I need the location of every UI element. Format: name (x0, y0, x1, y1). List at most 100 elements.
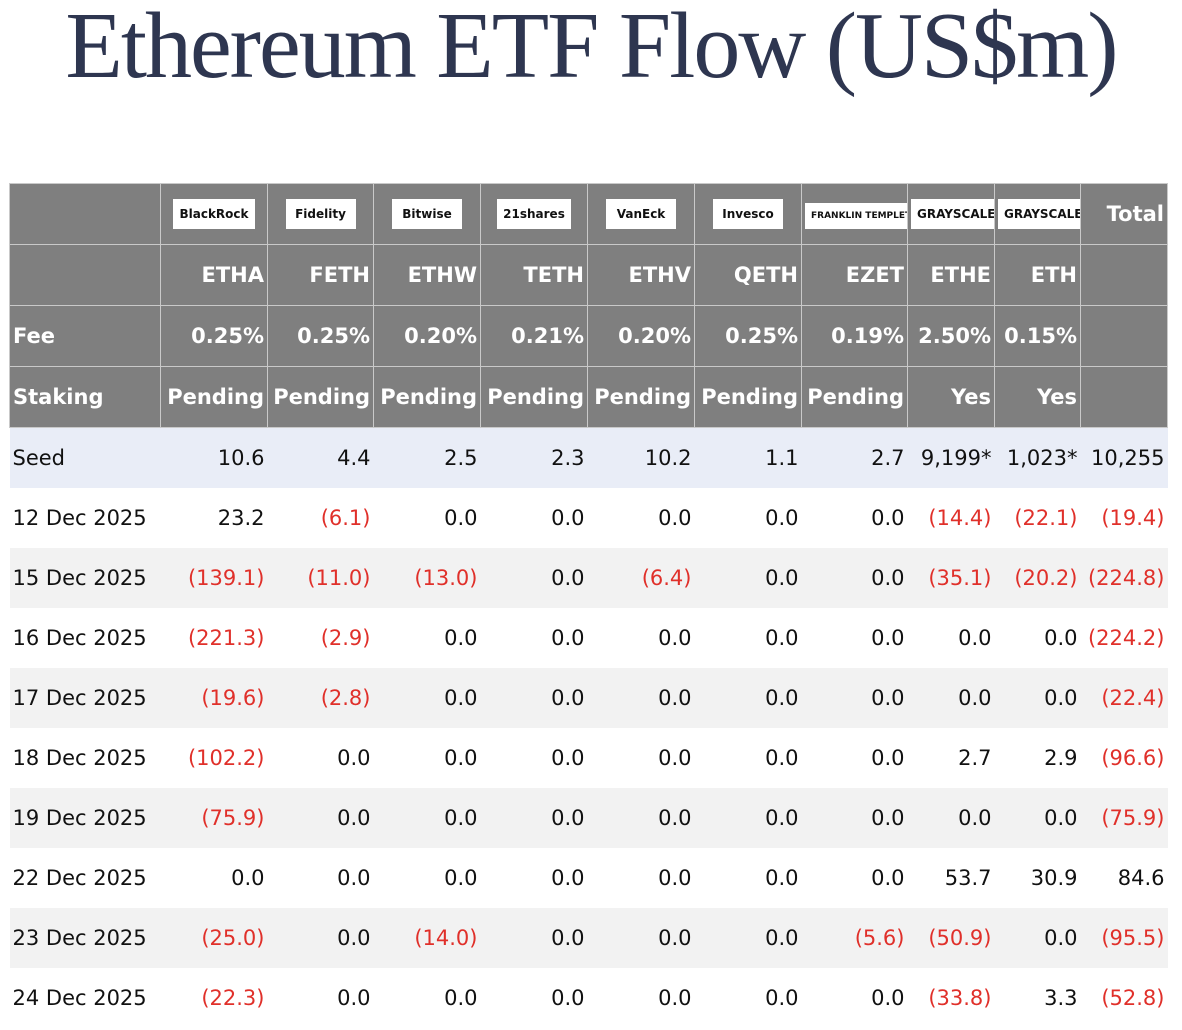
staking-row: Staking Pending Pending Pending Pending Pendi… (9, 366, 1168, 428)
fee-value: 0.20% (373, 305, 481, 367)
logo-cell: GRAYSCALE (994, 183, 1081, 245)
ticker: ETHA (160, 244, 268, 306)
row-label: 19 Dec 2025 (9, 788, 161, 848)
staking-value: Pending (267, 366, 374, 428)
flow-value: 2.3 (480, 427, 588, 488)
flow-value: (75.9) (160, 788, 268, 848)
flow-value: 0.0 (444, 986, 478, 1010)
issuer-logo: GRAYSCALE (998, 199, 1080, 229)
issuer-logo: Invesco (713, 199, 783, 229)
empty-cell (9, 183, 161, 245)
flow-value: 84.6 (1117, 866, 1165, 890)
flow-value: 2.5 (373, 427, 481, 488)
flow-value: (14.0) (373, 908, 481, 968)
flow-value: 0.0 (480, 668, 588, 728)
flow-value: 0.0 (587, 908, 695, 968)
row-label: 18 Dec 2025 (12, 746, 147, 770)
ticker-row: ETHA FETH ETHW TETH ETHV QETH EZET ETHE ETH (9, 244, 1168, 306)
flow-value: 2.9 (1044, 746, 1078, 770)
empty-cell (1080, 244, 1168, 306)
flow-value: (20.2) (994, 548, 1081, 608)
staking-value: Pending (801, 366, 908, 428)
flow-value: 0.0 (587, 788, 695, 848)
flow-value: (25.0) (160, 908, 268, 968)
flow-value: (96.6) (1101, 746, 1165, 770)
ticker: QETH (694, 244, 802, 306)
flow-value: 0.0 (658, 986, 692, 1010)
staking-value: Pending (160, 366, 268, 428)
row-label: Staking (9, 366, 161, 428)
row-label: Seed (9, 427, 161, 488)
flow-value: (6.1) (320, 506, 371, 530)
row-label: 24 Dec 2025 (12, 986, 147, 1010)
fee-value: 2.50% (907, 305, 995, 367)
staking-value: Pending (480, 366, 588, 428)
flow-value: (14.4) (928, 506, 992, 530)
fee-value: 0.25% (160, 305, 268, 367)
flow-value: (22.3) (201, 986, 265, 1010)
data-row: 17 Dec 2025 (19.6) (2.8) 0.0 0.0 0.0 0.0 0.0 0.0… (9, 668, 1168, 728)
issuer-logo: BlackRock (173, 199, 255, 229)
flow-value: 0.0 (765, 866, 799, 890)
flow-value: 0.0 (801, 548, 908, 608)
flow-value: 53.7 (944, 866, 992, 890)
logo-cell: Fidelity (267, 183, 374, 245)
flow-value: (95.5) (1080, 908, 1168, 968)
flow-value: 0.0 (267, 908, 374, 968)
flow-value: 0.0 (694, 548, 802, 608)
fee-value: 0.19% (801, 305, 908, 367)
row-label: 17 Dec 2025 (9, 668, 161, 728)
flow-value: 0.0 (907, 788, 995, 848)
flow-value: (139.1) (160, 548, 268, 608)
flow-value: 2.7 (958, 746, 992, 770)
data-row: 12 Dec 2025 23.2 (6.1) 0.0 0.0 0.0 0.0 0.0 (14.4… (10, 488, 1168, 548)
flow-value: 9,199* (907, 427, 995, 488)
flow-value: 0.0 (551, 506, 585, 530)
logo-row: BlackRock Fidelity Bitwise 21shares VanEck In… (9, 183, 1168, 245)
ticker: ETHW (373, 244, 481, 306)
flow-value: 0.0 (765, 986, 799, 1010)
flow-value: (2.9) (320, 626, 371, 650)
flow-value: 0.0 (871, 506, 905, 530)
row-label: Fee (9, 305, 161, 367)
flow-value: (221.3) (187, 626, 265, 650)
flow-value: 2.7 (801, 427, 908, 488)
flow-value: 0.0 (551, 626, 585, 650)
staking-value: Pending (373, 366, 481, 428)
flow-value: 0.0 (658, 506, 692, 530)
flow-value: (224.8) (1080, 548, 1168, 608)
staking-value: Pending (587, 366, 695, 428)
flow-value: 0.0 (658, 746, 692, 770)
staking-value: Yes (994, 366, 1081, 428)
flow-value: 1,023* (994, 427, 1081, 488)
staking-value: Pending (694, 366, 802, 428)
data-row: 19 Dec 2025 (75.9) 0.0 0.0 0.0 0.0 0.0 0.0 0.0 0.… (9, 788, 1168, 848)
data-row: 24 Dec 2025 (22.3) 0.0 0.0 0.0 0.0 0.0 0.0 (33.8… (10, 968, 1168, 1028)
logo-cell: 21shares (480, 183, 588, 245)
flow-value: 0.0 (765, 746, 799, 770)
empty-cell (1080, 366, 1168, 428)
flow-value: 0.0 (801, 788, 908, 848)
flow-value: (35.1) (907, 548, 995, 608)
flow-value: (22.1) (1014, 506, 1078, 530)
fee-value: 0.20% (587, 305, 695, 367)
flow-value: (5.6) (801, 908, 908, 968)
flow-value: (6.4) (587, 548, 695, 608)
table-body: BlackRock Fidelity Bitwise 21shares VanEck In… (9, 183, 1168, 1029)
ticker: ETHV (587, 244, 695, 306)
flow-value: (75.9) (1080, 788, 1168, 848)
issuer-logo: GRAYSCALE (911, 199, 994, 229)
flow-value: 0.0 (337, 986, 371, 1010)
flow-value: 0.0 (444, 506, 478, 530)
logo-cell: BlackRock (160, 183, 268, 245)
empty-cell (1080, 305, 1168, 367)
logo-cell: VanEck (587, 183, 695, 245)
flow-value: 0.0 (267, 788, 374, 848)
flow-value: 0.0 (480, 908, 588, 968)
flow-value: 0.0 (480, 788, 588, 848)
flow-value: 0.0 (444, 866, 478, 890)
flow-value: 0.0 (871, 986, 905, 1010)
flow-value: 0.0 (587, 668, 695, 728)
flow-value: 0.0 (994, 908, 1081, 968)
